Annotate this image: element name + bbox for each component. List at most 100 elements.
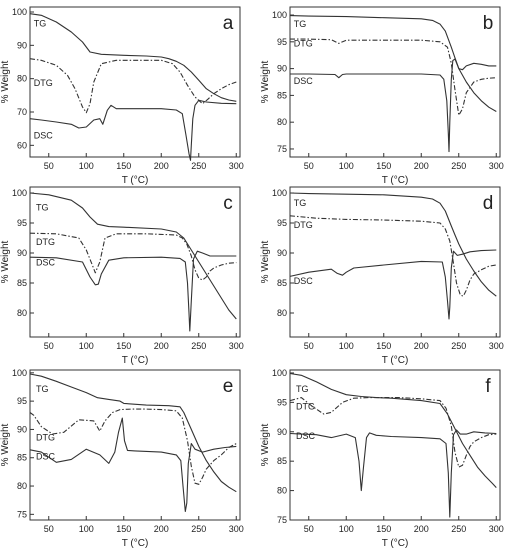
series-line-dtg [290,38,497,116]
plot-frame [289,6,501,158]
series-line-dtg [289,215,497,297]
x-tick-label: 300 [229,524,244,534]
y-tick-label: 90 [277,64,287,74]
y-tick-label: 80 [17,308,27,318]
y-tick-label: 85 [277,278,287,288]
x-tick-label: 50 [44,341,54,351]
y-tick-label: 85 [277,90,287,100]
x-tick-label: 200 [414,161,429,171]
x-tick-label: 300 [229,161,244,171]
series-line-dtg [29,232,237,281]
plot-frame [289,369,501,521]
series-line-tg [29,373,237,493]
y-tick-label: 85 [277,456,287,466]
y-tick-label: 100 [12,368,27,378]
series-label-dsc: DSC [294,76,314,86]
y-tick-label: 80 [277,486,287,496]
x-axis-label: T (°C) [382,355,409,366]
x-tick-label: 150 [376,341,391,351]
y-tick-label: 95 [277,218,287,228]
y-tick-label: 75 [277,144,287,154]
x-tick-label: 250 [191,524,206,534]
series-label-dtg: DTG [294,220,313,230]
plot-frame [29,6,241,158]
panel-letter: f [485,376,491,397]
x-tick-label: 250 [451,161,466,171]
series-label-tg: TG [36,384,49,394]
y-tick-label: 100 [272,188,287,198]
y-axis-label: % Weight [0,60,11,103]
panel-letter: a [223,13,234,34]
x-tick-label: 200 [154,161,169,171]
x-tick-label: 300 [489,341,504,351]
y-tick-label: 95 [277,37,287,47]
series-line-dsc [29,99,237,161]
plot-frame [29,369,241,521]
plot-frame [289,186,501,338]
x-axis-label: T (°C) [122,355,149,366]
series-label-tg: TG [296,384,309,394]
chart-panel-c: 50 100 150 200 250 300 80 85 90 95 100 T (°C) % Weig… [0,186,244,366]
panel-letter: d [483,193,494,214]
x-axis-label: T (°C) [382,175,409,186]
panel-letter: c [223,193,233,214]
y-tick-label: 90 [17,40,27,50]
chart-panel-a: 50 100 150 200 250 300 60 70 80 90 100 T (°C) % Weig… [0,6,244,186]
panel-letter: e [223,376,234,397]
series-label-dsc: DSC [36,258,56,268]
x-tick-label: 200 [154,341,169,351]
y-axis-label: % Weight [0,240,11,283]
x-tick-label: 100 [339,524,354,534]
series-label-tg: TG [294,19,307,29]
y-tick-label: 80 [17,481,27,491]
y-tick-label: 100 [12,188,27,198]
y-tick-label: 90 [277,427,287,437]
x-tick-label: 50 [44,161,54,171]
y-axis-label: % Weight [260,60,271,103]
series-label-dtg: DTG [36,237,55,247]
x-tick-label: 300 [229,341,244,351]
y-axis-label: % Weight [0,423,11,466]
series-line-tg [289,15,497,112]
y-tick-label: 75 [17,509,27,519]
chart-panel-d: 50 100 150 200 250 300 80 85 90 95 100 T (°C) % Weig… [260,186,504,366]
y-tick-label: 100 [272,10,287,20]
series-label-tg: TG [34,18,47,28]
x-axis-label: T (°C) [122,538,149,549]
series-line-tg [29,192,237,320]
y-tick-label: 90 [277,248,287,258]
x-tick-label: 100 [79,341,94,351]
x-tick-label: 150 [376,161,391,171]
y-tick-label: 80 [277,117,287,127]
series-line-tg [29,13,237,102]
x-tick-label: 150 [116,161,131,171]
series-line-dtg [289,397,497,468]
x-tick-label: 250 [191,341,206,351]
y-tick-label: 95 [277,397,287,407]
chart-panel-b: 50 100 150 200 250 300 75 80 85 90 95 100 T (°C) % We… [260,6,504,186]
x-tick-label: 200 [414,341,429,351]
x-tick-label: 100 [79,161,94,171]
series-line-dsc [290,58,497,153]
y-tick-label: 70 [17,107,27,117]
x-tick-label: 100 [339,161,354,171]
series-label-dtg: DTG [296,401,315,411]
y-axis-label: % Weight [260,240,271,283]
series-label-dsc: DSC [294,276,314,286]
x-tick-label: 100 [79,524,94,534]
series-line-dsc [289,429,497,518]
series-label-tg: TG [36,202,49,212]
x-tick-label: 250 [451,524,466,534]
plot-frame [29,186,241,338]
series-label-dsc: DSC [296,431,316,441]
series-line-dsc [289,249,497,320]
x-axis-label: T (°C) [122,175,149,186]
series-line-dtg [29,58,237,114]
x-tick-label: 50 [304,524,314,534]
x-tick-label: 150 [116,524,131,534]
series-line-tg [289,192,497,297]
x-tick-label: 50 [304,161,314,171]
series-line-dtg [29,408,237,485]
x-tick-label: 150 [116,341,131,351]
